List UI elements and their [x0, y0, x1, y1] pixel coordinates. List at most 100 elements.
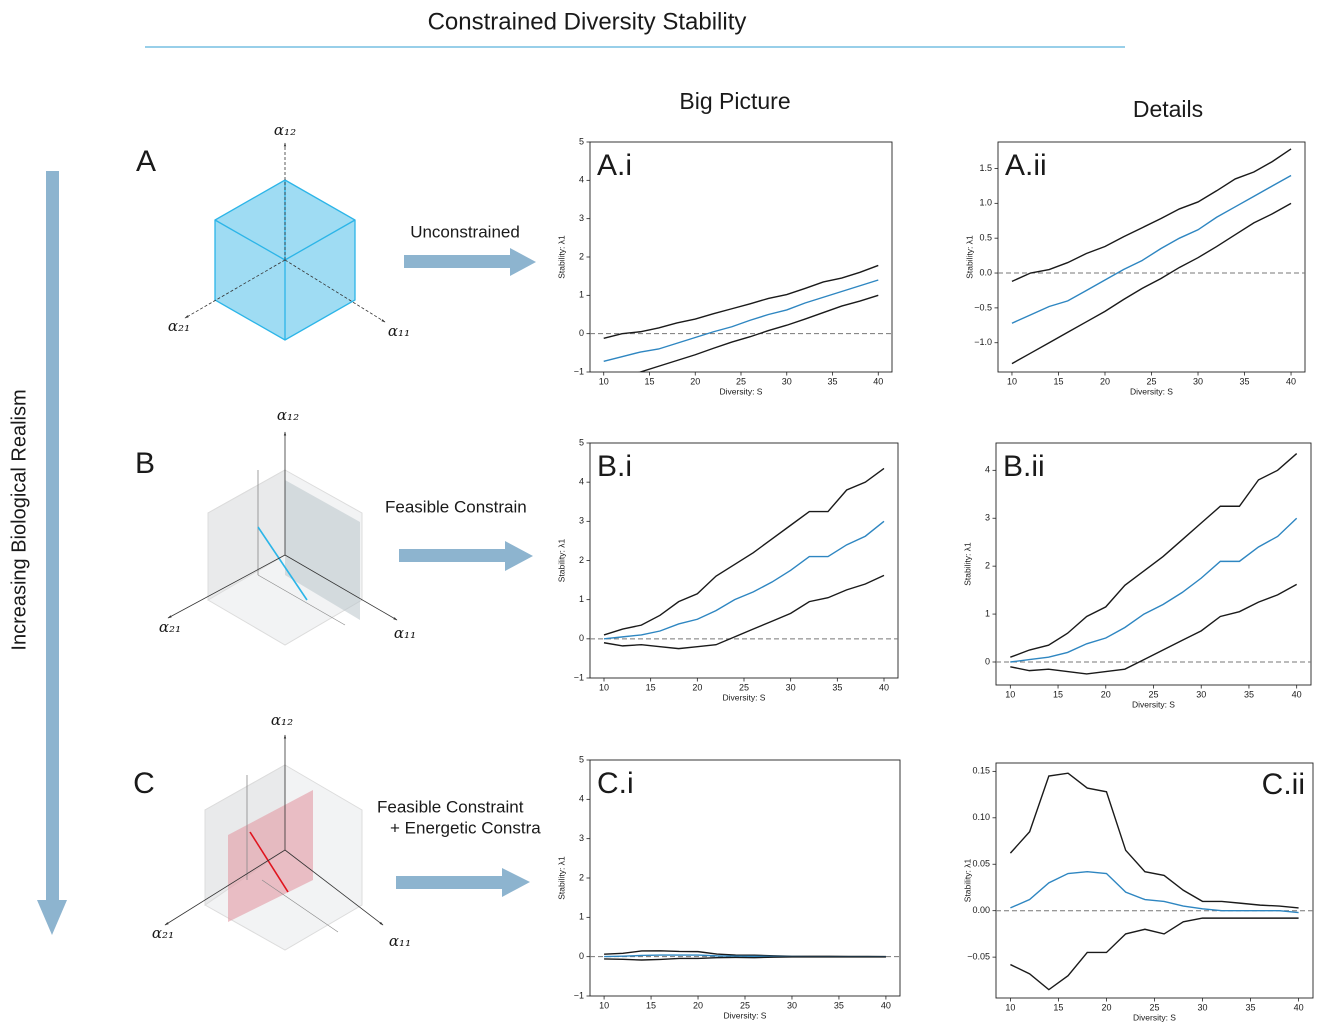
x-tick-label: 40 — [879, 682, 889, 692]
x-tick-label: 20 — [1100, 376, 1110, 386]
x-tick-label: 30 — [786, 682, 796, 692]
x-tick-label: 10 — [599, 376, 609, 386]
y-tick-label: 0 — [579, 951, 584, 961]
y-tick-label: 0.5 — [979, 233, 992, 243]
chart: 10152025303540−0.050.000.050.100.15Diver… — [962, 763, 1313, 1022]
x-tick-label: 40 — [873, 376, 883, 386]
y-tick-label: 4 — [579, 477, 584, 487]
y-tick-label: 5 — [579, 437, 584, 447]
x-tick-label: 25 — [736, 376, 746, 386]
x-tick-label: 40 — [1292, 689, 1302, 699]
axis-label: α₁₁ — [394, 624, 416, 642]
y-tick-label: 1 — [985, 608, 990, 618]
y-tick-label: 3 — [579, 833, 584, 843]
figure: Constrained Diversity Stability Big Pict… — [0, 0, 1317, 1025]
arrow-text: Feasible Constraint — [377, 797, 524, 816]
y-tick-label: 3 — [579, 516, 584, 526]
y-tick-label: 2 — [579, 555, 584, 565]
x-tick-label: 15 — [646, 1000, 656, 1010]
x-tick-label: 25 — [1146, 376, 1156, 386]
axis-label: α₁₁ — [389, 932, 411, 950]
x-tick-label: 15 — [1053, 376, 1063, 386]
y-tick-label: 5 — [579, 754, 584, 764]
x-tick-label: 25 — [1149, 1002, 1159, 1012]
arrow-head — [505, 541, 533, 571]
y-tick-label: −1 — [574, 366, 584, 376]
panel-label: B.ii — [1003, 450, 1045, 483]
column-header: Big Picture — [679, 88, 790, 114]
x-tick-label: 20 — [1101, 1002, 1111, 1012]
panel-label: A.i — [597, 149, 632, 182]
x-tick-label: 15 — [646, 682, 656, 692]
x-axis-label: Diversity: S — [1132, 699, 1175, 709]
y-tick-label: −1 — [574, 990, 584, 1000]
y-axis-label: Stability: λ1 — [964, 235, 974, 279]
diagram-a — [185, 143, 385, 340]
y-axis-label: Stability: λ1 — [556, 235, 566, 279]
y-tick-label: 2 — [579, 872, 584, 882]
panel-label: B.i — [597, 450, 632, 483]
y-tick-label: −1.0 — [974, 337, 992, 347]
x-axis-label: Diversity: S — [1130, 386, 1173, 396]
x-tick-label: 30 — [1198, 1002, 1208, 1012]
x-tick-label: 30 — [787, 1000, 797, 1010]
arrow — [399, 549, 506, 562]
x-tick-label: 30 — [1193, 376, 1203, 386]
axis-label: α₂₁ — [168, 317, 190, 335]
x-tick-label: 35 — [1246, 1002, 1256, 1012]
x-tick-label: 10 — [1005, 689, 1015, 699]
x-tick-label: 20 — [692, 682, 702, 692]
y-axis-label: Stability: λ1 — [962, 542, 972, 586]
y-tick-label: 0 — [579, 633, 584, 643]
y-tick-label: 3 — [579, 213, 584, 223]
x-axis-label: Diversity: S — [723, 692, 766, 702]
x-tick-label: 25 — [740, 1000, 750, 1010]
arrow-text: Unconstrained — [410, 222, 520, 241]
y-tick-label: 4 — [985, 465, 990, 475]
panel-label: A.ii — [1005, 149, 1047, 182]
x-tick-label: 25 — [739, 682, 749, 692]
y-tick-label: 0.10 — [972, 812, 990, 822]
title: Constrained Diversity Stability — [428, 8, 747, 35]
y-tick-label: 0.00 — [972, 905, 990, 915]
x-tick-label: 10 — [1007, 376, 1017, 386]
y-axis-label: Stability: λ1 — [962, 858, 972, 902]
y-tick-label: −0.05 — [967, 952, 990, 962]
x-tick-label: 35 — [834, 1000, 844, 1010]
axis-label: α₁₁ — [388, 322, 410, 340]
y-tick-label: −0.5 — [974, 302, 992, 312]
y-axis-label: Stability: λ1 — [556, 538, 566, 582]
y-tick-label: 3 — [985, 513, 990, 523]
side-label: Increasing Biological Realism — [8, 389, 30, 650]
y-tick-label: −1 — [574, 672, 584, 682]
x-tick-label: 35 — [1244, 689, 1254, 699]
diagram-b — [168, 432, 397, 645]
arrow-text: + Energetic Constra — [390, 818, 541, 837]
y-axis-label: Stability: λ1 — [556, 856, 566, 900]
axis-label: α₂₁ — [159, 618, 181, 636]
row-label: C — [133, 767, 155, 800]
x-tick-label: 30 — [1196, 689, 1206, 699]
arrow — [396, 876, 503, 889]
column-header: Details — [1133, 96, 1203, 122]
y-tick-label: 4 — [579, 794, 584, 804]
realism-arrow-head — [37, 900, 67, 935]
x-tick-label: 20 — [693, 1000, 703, 1010]
panel-label: C.ii — [1262, 768, 1305, 801]
y-tick-label: 0.15 — [972, 766, 990, 776]
realism-arrow — [46, 171, 59, 901]
arrow-head — [502, 868, 530, 897]
y-tick-label: 1 — [579, 290, 584, 300]
arrow-text: Feasible Constrain — [385, 497, 527, 516]
x-axis-label: Diversity: S — [724, 1010, 767, 1020]
y-tick-label: 0.05 — [972, 859, 990, 869]
y-tick-label: 1 — [579, 594, 584, 604]
x-axis-label: Diversity: S — [1133, 1012, 1176, 1022]
axis-label: α₁₂ — [271, 711, 293, 729]
plot-area — [590, 443, 898, 678]
y-tick-label: 2 — [579, 251, 584, 261]
diagram-c — [165, 735, 383, 950]
x-tick-label: 10 — [599, 682, 609, 692]
